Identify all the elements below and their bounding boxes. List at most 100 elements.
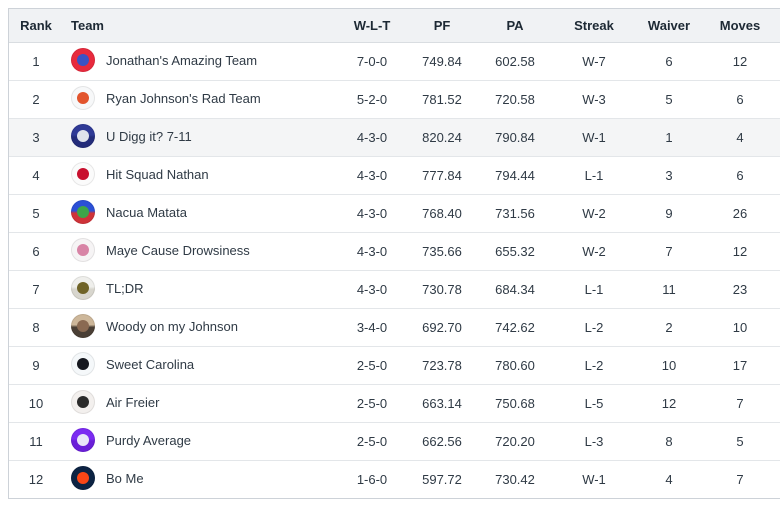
team-name: Air Freier xyxy=(106,394,160,410)
column-header-pa[interactable]: PA xyxy=(481,9,549,43)
column-header-team[interactable]: Team xyxy=(63,9,341,43)
moves-cell: 12 xyxy=(699,43,780,81)
team-cell: Hit Squad Nathan xyxy=(63,157,341,195)
team-name: Sweet Carolina xyxy=(106,356,195,372)
cow-face-avatar xyxy=(71,238,95,262)
record-cell: 4-3-0 xyxy=(341,119,403,157)
streak-cell: W-7 xyxy=(549,43,639,81)
team-name: Nacua Matata xyxy=(106,204,187,220)
team-link[interactable]: TL;DR xyxy=(71,276,144,300)
points-against-cell: 684.34 xyxy=(481,271,549,309)
rank-cell: 1 xyxy=(9,43,63,81)
streak-cell: W-2 xyxy=(549,195,639,233)
team-name: Jonathan's Amazing Team xyxy=(106,52,258,68)
table-body: 1 Jonathan's Amazing Team 7-0-0 749.84 602.5… xyxy=(9,43,780,498)
points-against-cell: 742.62 xyxy=(481,309,549,347)
points-for-cell: 663.14 xyxy=(403,385,481,423)
team-link[interactable]: Sweet Carolina xyxy=(71,352,194,376)
points-for-cell: 723.78 xyxy=(403,347,481,385)
table-row: 2 Ryan Johnson's Rad Team 5-2-0 781.52 720.5… xyxy=(9,81,780,119)
moves-cell: 7 xyxy=(699,385,780,423)
points-against-cell: 750.68 xyxy=(481,385,549,423)
team-cell: TL;DR xyxy=(63,271,341,309)
purple-helmet-avatar xyxy=(71,428,95,452)
waiver-cell: 10 xyxy=(639,347,699,385)
standings-table-container: Rank Team W-L-T PF PA Streak Waiver Moves 1 Jona… xyxy=(8,8,780,499)
team-name: Purdy Average xyxy=(106,432,192,448)
table-row: 4 Hit Squad Nathan 4-3-0 777.84 794.44 L-1 3 6 xyxy=(9,157,780,195)
table-row: 12 Bo Me 1-6-0 597.72 730.42 W-1 4 7 xyxy=(9,461,780,498)
points-for-cell: 768.40 xyxy=(403,195,481,233)
moves-cell: 10 xyxy=(699,309,780,347)
team-link[interactable]: Bo Me xyxy=(71,466,144,490)
team-cell: Nacua Matata xyxy=(63,195,341,233)
table-row: 11 Purdy Average 2-5-0 662.56 720.20 L-3 8 5 xyxy=(9,423,780,461)
record-cell: 4-3-0 xyxy=(341,271,403,309)
record-cell: 4-3-0 xyxy=(341,157,403,195)
column-header-waiver[interactable]: Waiver xyxy=(639,9,699,43)
column-header-rank[interactable]: Rank xyxy=(9,9,63,43)
team-cell: Air Freier xyxy=(63,385,341,423)
table-row: 6 Maye Cause Drowsiness 4-3-0 735.66 655.32 W… xyxy=(9,233,780,271)
moves-cell: 7 xyxy=(699,461,780,498)
rank-cell: 9 xyxy=(9,347,63,385)
streak-cell: W-2 xyxy=(549,233,639,271)
rank-cell: 8 xyxy=(9,309,63,347)
team-link[interactable]: Purdy Average xyxy=(71,428,191,452)
team-link[interactable]: Jonathan's Amazing Team xyxy=(71,48,257,72)
rank-cell: 5 xyxy=(9,195,63,233)
streak-cell: L-1 xyxy=(549,157,639,195)
team-cell: Sweet Carolina xyxy=(63,347,341,385)
column-header-wlt[interactable]: W-L-T xyxy=(341,9,403,43)
waiver-cell: 12 xyxy=(639,385,699,423)
team-link[interactable]: Woody on my Johnson xyxy=(71,314,238,338)
record-cell: 7-0-0 xyxy=(341,43,403,81)
points-against-cell: 731.56 xyxy=(481,195,549,233)
waiver-cell: 3 xyxy=(639,157,699,195)
column-header-moves[interactable]: Moves xyxy=(699,9,780,43)
points-for-cell: 781.52 xyxy=(403,81,481,119)
points-for-cell: 730.78 xyxy=(403,271,481,309)
team-link[interactable]: Nacua Matata xyxy=(71,200,187,224)
moves-cell: 5 xyxy=(699,423,780,461)
record-cell: 2-5-0 xyxy=(341,385,403,423)
moves-cell: 6 xyxy=(699,81,780,119)
streak-cell: L-1 xyxy=(549,271,639,309)
points-for-cell: 749.84 xyxy=(403,43,481,81)
team-link[interactable]: Hit Squad Nathan xyxy=(71,162,209,186)
table-row: 10 Air Freier 2-5-0 663.14 750.68 L-5 12 7 xyxy=(9,385,780,423)
streak-cell: L-2 xyxy=(549,309,639,347)
record-cell: 4-3-0 xyxy=(341,233,403,271)
points-for-cell: 777.84 xyxy=(403,157,481,195)
team-link[interactable]: Air Freier xyxy=(71,390,159,414)
team-cell: U Digg it? 7-11 xyxy=(63,119,341,157)
team-name: Hit Squad Nathan xyxy=(106,166,209,182)
team-cell: Bo Me xyxy=(63,461,341,498)
record-cell: 2-5-0 xyxy=(341,423,403,461)
team-cell: Purdy Average xyxy=(63,423,341,461)
moves-cell: 12 xyxy=(699,233,780,271)
column-header-streak[interactable]: Streak xyxy=(549,9,639,43)
team-cell: Maye Cause Drowsiness xyxy=(63,233,341,271)
team-link[interactable]: U Digg it? 7-11 xyxy=(71,124,192,148)
team-cell: Ryan Johnson's Rad Team xyxy=(63,81,341,119)
table-row: 9 Sweet Carolina 2-5-0 723.78 780.60 L-2 10 17 xyxy=(9,347,780,385)
points-for-cell: 597.72 xyxy=(403,461,481,498)
rank-cell: 6 xyxy=(9,233,63,271)
team-name: Bo Me xyxy=(106,470,144,486)
team-link[interactable]: Maye Cause Drowsiness xyxy=(71,238,250,262)
header-row: Rank Team W-L-T PF PA Streak Waiver Moves xyxy=(9,9,780,43)
panther-logo-avatar xyxy=(71,352,95,376)
team-link[interactable]: Ryan Johnson's Rad Team xyxy=(71,86,261,110)
column-header-pf[interactable]: PF xyxy=(403,9,481,43)
waiver-cell: 4 xyxy=(639,461,699,498)
streak-cell: W-1 xyxy=(549,119,639,157)
waiver-cell: 1 xyxy=(639,119,699,157)
record-cell: 3-4-0 xyxy=(341,309,403,347)
streak-cell: W-3 xyxy=(549,81,639,119)
football-player-avatar xyxy=(71,124,95,148)
team-name: Maye Cause Drowsiness xyxy=(106,242,250,258)
streak-cell: L-3 xyxy=(549,423,639,461)
waiver-cell: 6 xyxy=(639,43,699,81)
